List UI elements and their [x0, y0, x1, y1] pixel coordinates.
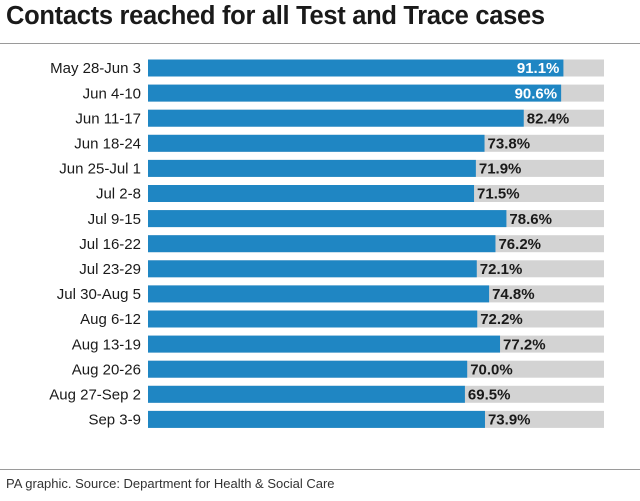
category-label: Jul 30-Aug 5	[57, 286, 141, 303]
bar	[148, 134, 485, 152]
value-label: 76.2%	[498, 236, 541, 253]
bar-row: Jul 23-29 72.1%	[79, 260, 604, 278]
category-label: Jul 9-15	[88, 211, 141, 228]
category-label: Jun 18-24	[74, 136, 141, 153]
bar-row: Jul 16-22 76.2%	[79, 235, 604, 253]
bar	[148, 385, 465, 403]
bar-row: May 28-Jun 3 91.1%	[50, 59, 604, 77]
category-label: May 28-Jun 3	[50, 60, 141, 77]
value-label: 71.5%	[477, 186, 520, 203]
category-label: Aug 6-12	[80, 311, 141, 328]
bar	[148, 410, 485, 428]
category-label: Aug 27-Sep 2	[49, 387, 141, 404]
bar-row: Jul 2-8 71.5%	[96, 185, 604, 203]
category-label: Jun 11-17	[75, 110, 141, 127]
value-label: 74.8%	[492, 286, 535, 303]
bar	[148, 185, 475, 202]
footer-divider	[0, 469, 640, 470]
value-label: 73.8%	[488, 136, 531, 153]
category-label: Jul 16-22	[79, 236, 141, 253]
bar	[148, 360, 468, 378]
value-label: 71.9%	[479, 161, 522, 178]
bar-row: Jun 18-24 73.8%	[74, 134, 604, 153]
value-label: 91.1%	[517, 60, 560, 77]
value-label: 72.2%	[480, 311, 523, 328]
category-label: Sep 3-9	[88, 412, 141, 429]
source-note: PA graphic. Source: Department for Healt…	[6, 476, 335, 491]
value-label: 77.2%	[503, 336, 546, 353]
bar-row: Jul 30-Aug 5 74.8%	[57, 285, 604, 303]
category-label: Jun 25-Jul 1	[59, 161, 141, 178]
category-label: Aug 20-26	[72, 361, 141, 378]
bar	[148, 335, 501, 353]
value-label: 70.0%	[470, 361, 513, 378]
bar	[148, 285, 490, 303]
value-label: 90.6%	[515, 85, 558, 102]
bar-row: Jul 9-15 78.6%	[88, 210, 604, 228]
bar	[148, 59, 564, 77]
value-label: 82.4%	[527, 110, 570, 127]
bar-row: Aug 13-19 77.2%	[72, 335, 604, 353]
bar	[148, 84, 562, 102]
bar	[148, 235, 496, 253]
category-label: Aug 13-19	[72, 336, 141, 353]
chart-title: Contacts reached for all Test and Trace …	[6, 2, 545, 30]
bar-row: Sep 3-9 73.9%	[88, 410, 604, 429]
category-label: Jul 23-29	[79, 261, 141, 278]
bar-row: Jun 4-10 90.6%	[83, 84, 604, 102]
value-label: 73.9%	[488, 412, 531, 429]
value-label: 72.1%	[480, 261, 523, 278]
bar-row: Aug 27-Sep 2 69.5%	[49, 385, 604, 404]
bar	[148, 109, 524, 127]
category-label: Jul 2-8	[96, 186, 141, 203]
bar	[148, 210, 507, 228]
bar	[148, 310, 478, 328]
bar-row: Aug 20-26 70.0%	[72, 360, 604, 378]
bar-row: Jun 11-17 82.4%	[75, 109, 604, 127]
bar-row: Aug 6-12 72.2%	[80, 310, 604, 328]
title-divider	[0, 43, 640, 44]
bar	[148, 159, 476, 177]
bar	[148, 260, 477, 278]
value-label: 78.6%	[509, 211, 552, 228]
bars-layer: May 28-Jun 3 91.1% Jun 4-10 90.6% Jun 11-17 8…	[49, 59, 604, 429]
bar-row: Jun 25-Jul 1 71.9%	[59, 159, 604, 178]
value-label: 69.5%	[468, 387, 511, 404]
category-label: Jun 4-10	[83, 85, 141, 102]
